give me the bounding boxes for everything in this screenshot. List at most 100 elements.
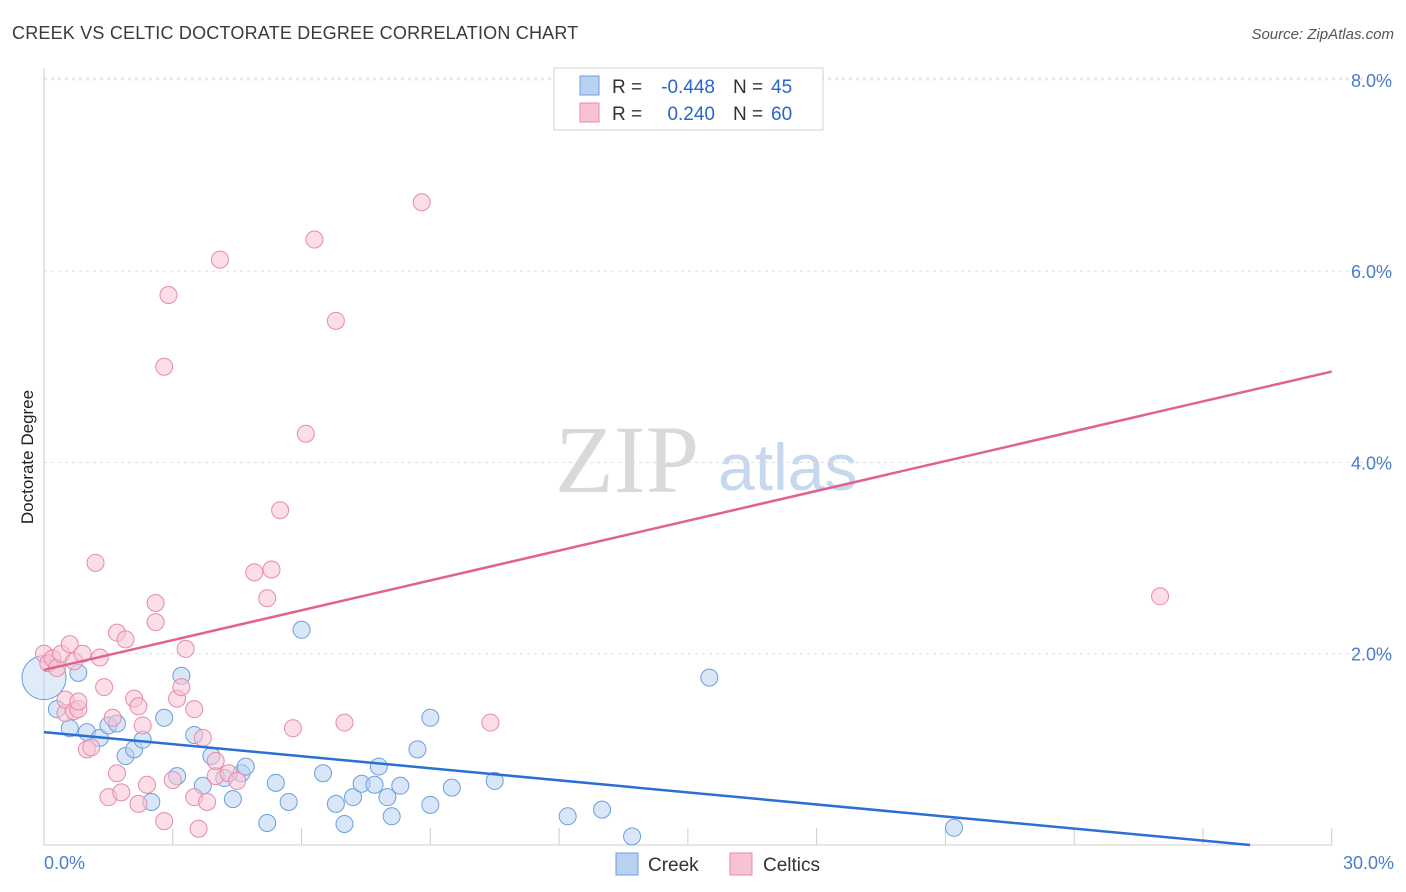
data-point-creek: [258, 814, 277, 833]
chart-title: CREEK VS CELTIC DOCTORATE DEGREE CORRELA…: [12, 23, 578, 43]
data-point-creek: [155, 708, 174, 727]
data-point-creek: [369, 757, 388, 776]
legend-swatch-creek: [579, 75, 600, 96]
data-point-celtics: [86, 553, 105, 572]
data-point-celtics: [133, 716, 152, 735]
data-point-creek: [700, 668, 719, 687]
data-point-celtics: [159, 286, 178, 305]
data-point-celtics: [335, 713, 354, 732]
data-point-celtics: [193, 728, 212, 747]
data-point-celtics: [95, 678, 114, 697]
data-point-creek: [485, 771, 504, 790]
data-point-celtics: [129, 697, 148, 716]
data-point-creek: [623, 827, 642, 846]
bottom-legend-swatch-celtics: [729, 852, 753, 876]
data-point-creek: [223, 790, 242, 809]
data-point-creek: [421, 708, 440, 727]
data-point-creek: [344, 788, 363, 807]
data-point-creek: [408, 740, 427, 759]
bottom-legend-swatch-creek: [615, 852, 639, 876]
data-point-creek: [945, 818, 964, 837]
data-point-celtics: [206, 751, 225, 770]
data-point-celtics: [82, 738, 101, 757]
data-point-celtics: [326, 311, 345, 330]
tick-labels: 2.0% 4.0% 6.0% 8.0% 0.0% 30.0%: [44, 71, 1394, 873]
data-point-celtics: [283, 719, 302, 738]
data-point-creek: [593, 800, 612, 819]
data-point-creek: [335, 814, 354, 833]
legend-n-value-creek: 45: [771, 77, 792, 98]
data-point-creek: [365, 775, 384, 794]
chart-source: Source: ZipAtlas.com: [1251, 26, 1394, 43]
watermark-zip: ZIP: [555, 406, 699, 513]
data-point-creek: [266, 773, 285, 792]
legend-r-label-creek: R =: [612, 77, 642, 98]
data-point-celtics: [163, 770, 182, 789]
data-point-celtics: [245, 563, 264, 582]
stats-legend: R = -0.448 N = 45 R = 0.240 N = 60: [553, 67, 824, 131]
trend-line-celtics: [43, 370, 1333, 672]
data-point-creek: [236, 757, 255, 776]
legend-swatch-celtics: [579, 102, 600, 123]
data-point-creek: [391, 776, 410, 795]
data-point-creek: [421, 795, 440, 814]
y-tick-label: 2.0%: [1351, 645, 1392, 665]
data-point-celtics: [198, 792, 217, 811]
data-point-creek: [442, 778, 461, 797]
y-tick-label: 4.0%: [1351, 453, 1392, 473]
data-point-celtics: [412, 193, 431, 212]
data-point-creek: [292, 620, 311, 639]
data-point-celtics: [172, 678, 191, 697]
data-point-celtics: [107, 764, 126, 783]
legend-r-value-creek: -0.448: [661, 77, 715, 98]
trend-line-creek: [43, 730, 1251, 847]
data-point-celtics: [146, 613, 165, 632]
data-point-celtics: [296, 424, 315, 443]
data-point-celtics: [189, 819, 208, 838]
gridlines: [44, 77, 1394, 655]
data-point-celtics: [60, 635, 79, 654]
watermark: ZIP atlas: [555, 406, 857, 513]
trend-lines: [43, 370, 1333, 847]
y-tick-label: 6.0%: [1351, 262, 1392, 282]
watermark-atlas: atlas: [718, 430, 857, 504]
data-point-celtics: [103, 708, 122, 727]
legend-n-value-celtics: 60: [771, 104, 792, 125]
legend-r-label-celtics: R =: [612, 104, 642, 125]
data-point-creek: [558, 807, 577, 826]
data-point-celtics: [116, 630, 135, 649]
data-point-celtics: [185, 700, 204, 719]
bottom-legend-label-celtics: Celtics: [763, 855, 820, 876]
axes: [43, 68, 1333, 846]
data-point-celtics: [305, 230, 324, 249]
legend-r-value-celtics: 0.240: [667, 104, 715, 125]
data-point-celtics: [210, 250, 229, 269]
y-tick-label: 8.0%: [1351, 71, 1392, 91]
series-legend: Creek Celtics: [615, 852, 820, 876]
x-tick-label: 30.0%: [1343, 853, 1394, 873]
data-point-celtics: [146, 594, 165, 613]
data-point-celtics: [176, 639, 195, 658]
data-point-celtics: [481, 713, 500, 732]
data-point-creek: [378, 788, 397, 807]
bottom-legend-label-creek: Creek: [648, 855, 699, 876]
data-point-celtics: [155, 812, 174, 831]
legend-n-label-creek: N =: [733, 77, 763, 98]
data-point-celtics: [258, 589, 277, 608]
data-point-creek: [326, 794, 345, 813]
data-point-celtics: [271, 501, 290, 520]
y-axis-label: Doctorate Degree: [18, 390, 37, 524]
data-point-celtics: [138, 775, 157, 794]
data-point-celtics: [129, 794, 148, 813]
data-point-celtics: [69, 692, 88, 711]
series-creek: [21, 620, 964, 846]
data-point-creek: [279, 792, 298, 811]
data-point-celtics: [112, 783, 131, 802]
x-tick-label: 0.0%: [44, 853, 85, 873]
data-point-celtics: [1151, 587, 1170, 606]
data-point-creek: [382, 807, 401, 826]
data-point-celtics: [228, 771, 247, 790]
series-celtics: [35, 193, 1170, 838]
legend-n-label-celtics: N =: [733, 104, 763, 125]
data-point-celtics: [155, 357, 174, 376]
